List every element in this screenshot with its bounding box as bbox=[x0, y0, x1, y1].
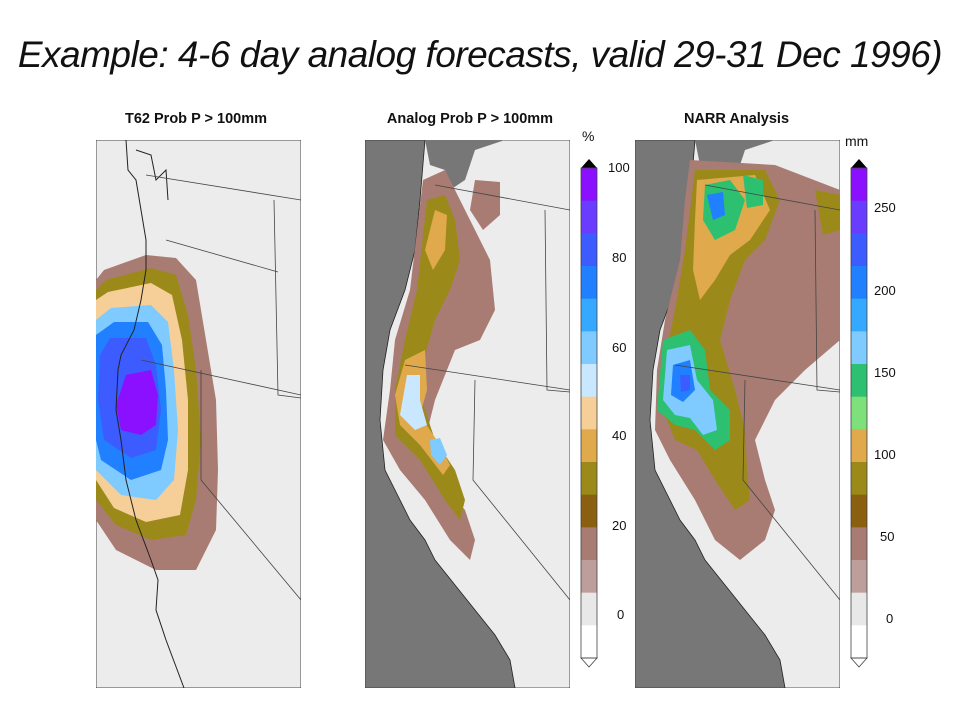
panel-title-narr: NARR Analysis bbox=[683, 111, 790, 127]
colorbar-bottom-arrow bbox=[850, 657, 868, 668]
colorbar-top-arrow bbox=[851, 159, 867, 168]
colorbar-swatch bbox=[851, 592, 867, 626]
colorbar-tick: 150 bbox=[874, 365, 896, 380]
colorbar-swatch bbox=[581, 560, 597, 594]
map-panel-analog bbox=[365, 140, 570, 688]
colorbar-swatch bbox=[851, 462, 867, 496]
colorbar-swatch bbox=[851, 233, 867, 267]
colorbar-swatch bbox=[851, 168, 867, 202]
colorbar-swatch bbox=[581, 298, 597, 332]
colorbar-tick: 50 bbox=[880, 529, 895, 544]
colorbar-unit-mm: mm bbox=[845, 133, 869, 149]
colorbar-mm bbox=[850, 158, 868, 668]
colorbar-unit-percent: % bbox=[582, 128, 595, 144]
colorbar-swatch bbox=[851, 298, 867, 332]
colorbar-swatch bbox=[581, 625, 597, 659]
colorbar-tick: 0 bbox=[886, 611, 894, 626]
colorbar-bottom-arrow bbox=[580, 657, 598, 668]
colorbar-swatch bbox=[581, 429, 597, 463]
colorbar-swatch bbox=[851, 429, 867, 463]
colorbar-percent bbox=[580, 158, 598, 668]
panel-title-analog: Analog Prob P > 100mm bbox=[386, 111, 554, 127]
colorbar-swatch bbox=[581, 462, 597, 496]
map-panel-t62 bbox=[96, 140, 301, 688]
panel-title-t62: T62 Prob P > 100mm bbox=[125, 111, 267, 127]
colorbar-swatch bbox=[851, 396, 867, 430]
colorbar-swatch bbox=[581, 364, 597, 398]
coastline bbox=[115, 140, 185, 688]
colorbar-tick: 100 bbox=[874, 447, 896, 462]
colorbar-swatch bbox=[581, 592, 597, 626]
state-borders bbox=[674, 184, 840, 601]
colorbar-swatch bbox=[851, 560, 867, 594]
colorbar-tick: 80 bbox=[612, 250, 627, 265]
colorbar-swatch bbox=[581, 200, 597, 234]
state-borders bbox=[404, 184, 570, 601]
colorbar-swatch bbox=[581, 527, 597, 561]
colorbar-swatch bbox=[581, 233, 597, 267]
colorbar-tick: 40 bbox=[612, 428, 627, 443]
colorbar-frame bbox=[580, 167, 598, 659]
colorbar-top-arrow bbox=[581, 159, 597, 168]
colorbar-tick: 250 bbox=[874, 200, 896, 215]
colorbar-tick: 0 bbox=[617, 607, 625, 622]
probability-contours bbox=[96, 255, 218, 570]
colorbar-tick: 100 bbox=[608, 160, 630, 175]
colorbar-swatch bbox=[851, 625, 867, 659]
colorbar-swatch bbox=[851, 266, 867, 300]
colorbar-swatch bbox=[581, 168, 597, 202]
colorbar-swatch bbox=[581, 494, 597, 528]
colorbar-frame bbox=[850, 167, 868, 659]
colorbar-tick: 200 bbox=[874, 283, 896, 298]
colorbar-tick: 60 bbox=[612, 340, 627, 355]
colorbar-swatch bbox=[581, 396, 597, 430]
colorbar-swatch bbox=[851, 364, 867, 398]
colorbar-swatch bbox=[851, 494, 867, 528]
colorbar-swatch bbox=[851, 331, 867, 365]
colorbar-swatch bbox=[851, 200, 867, 234]
colorbar-tick: 20 bbox=[612, 518, 627, 533]
state-borders bbox=[140, 174, 301, 601]
map-panel-narr bbox=[635, 140, 840, 688]
precip-contours bbox=[655, 160, 840, 560]
colorbar-swatch bbox=[581, 331, 597, 365]
colorbar-swatch bbox=[581, 266, 597, 300]
slide-title: Example: 4-6 day analog forecasts, valid… bbox=[17, 34, 943, 75]
colorbar-swatch bbox=[851, 527, 867, 561]
